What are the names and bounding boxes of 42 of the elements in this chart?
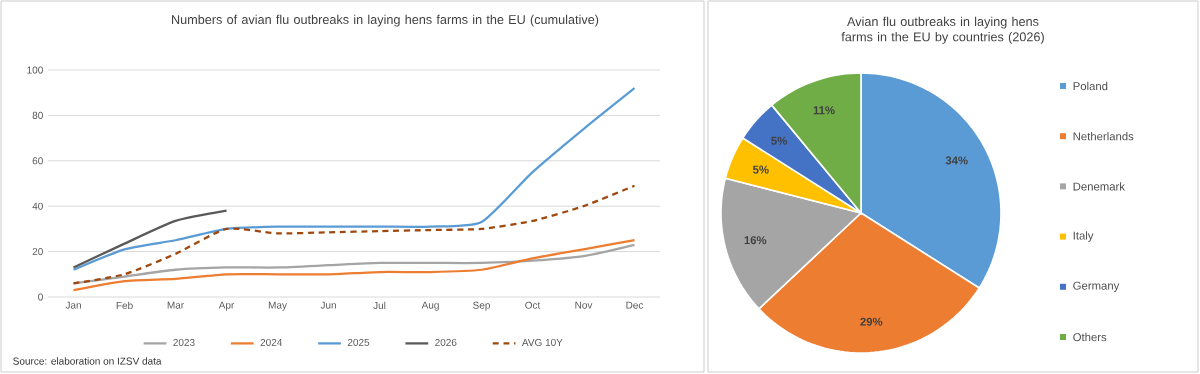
source-note: Source: elaboration on IZSV data xyxy=(13,357,162,365)
legend-label: 2026 xyxy=(435,338,457,346)
legend-label: AVG 10Y xyxy=(521,338,563,346)
line-series xyxy=(72,184,636,285)
x-tick-label: Feb xyxy=(116,301,133,310)
x-tick-label: Nov xyxy=(575,301,593,309)
legend-label: Poland xyxy=(1073,81,1108,91)
x-tick-label: Jul xyxy=(373,301,386,310)
legend-label: 2024 xyxy=(260,338,283,346)
y-tick-label: 60 xyxy=(32,157,43,165)
chart-title: Avian flu outbreaks in laying hens farms in the EU by countries (2026) xyxy=(841,16,1044,44)
line-series xyxy=(72,239,636,292)
legend-label: 2025 xyxy=(347,338,370,346)
legend-label: Italy xyxy=(1073,231,1094,242)
data-label: 5% xyxy=(771,136,787,145)
legend-label: Others xyxy=(1073,332,1107,342)
x-tick-label: Dec xyxy=(626,301,644,309)
data-label: 5% xyxy=(752,165,769,174)
data-label: 29% xyxy=(860,317,883,326)
legend-label: Denemark xyxy=(1073,182,1125,191)
x-tick-label: Apr xyxy=(218,301,235,311)
legend-label: Germany xyxy=(1073,281,1120,292)
x-tick-label: Jan xyxy=(65,301,81,309)
y-tick-label: 100 xyxy=(27,66,43,74)
x-tick-label: Oct xyxy=(525,301,541,309)
x-tick-label: Mar xyxy=(167,301,184,309)
y-tick-label: 0 xyxy=(38,293,43,301)
legend-label: 2023 xyxy=(173,338,195,346)
data-label: 34% xyxy=(945,156,968,165)
x-tick-label: Sep xyxy=(473,301,490,311)
x-tick-label: Jun xyxy=(320,301,336,309)
chart-title: Numbers of avian flu outbreaks in laying hens farms in the EU (cumulative) xyxy=(172,14,599,27)
y-tick-label: 80 xyxy=(32,111,43,119)
y-tick-label: 40 xyxy=(32,202,43,210)
data-label: 11% xyxy=(813,106,835,115)
data-label: 16% xyxy=(744,236,767,245)
legend-label: Netherlands xyxy=(1073,132,1134,141)
line-series xyxy=(72,209,228,269)
x-tick-label: May xyxy=(268,301,287,311)
line-series xyxy=(72,87,636,271)
x-tick-label: Aug xyxy=(421,301,439,311)
y-tick-label: 20 xyxy=(32,248,43,256)
